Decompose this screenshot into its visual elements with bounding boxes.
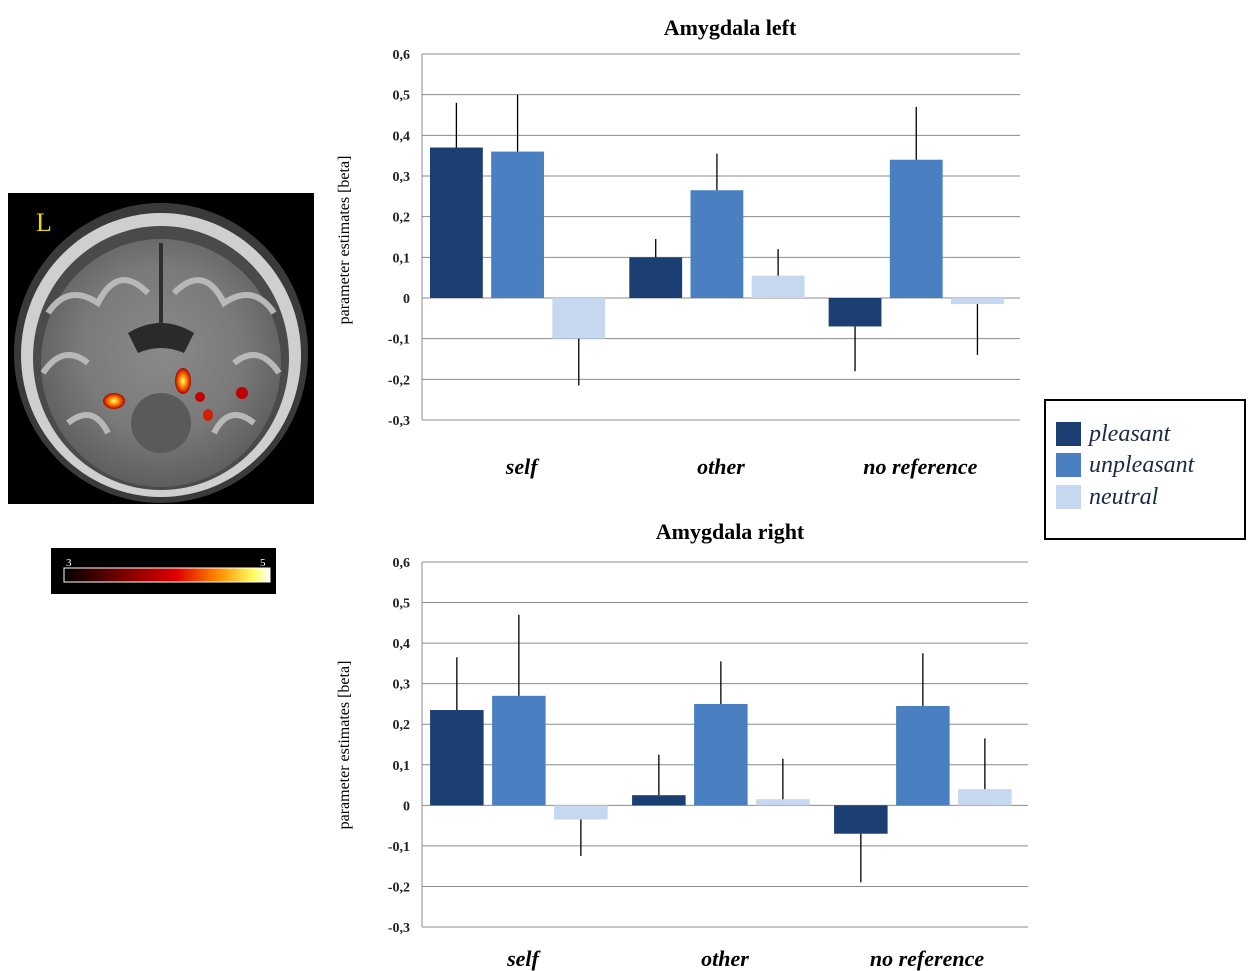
legend-label: neutral bbox=[1089, 483, 1159, 510]
y-tick-label: 0,4 bbox=[393, 129, 411, 144]
y-tick-label: 0,1 bbox=[393, 759, 411, 774]
legend-item-unpleasant: unpleasant bbox=[1056, 452, 1194, 478]
legend-swatch bbox=[1056, 485, 1081, 509]
orientation-label: L bbox=[36, 208, 52, 237]
y-tick-label: -0,1 bbox=[388, 840, 410, 855]
activation-cluster-lower bbox=[203, 409, 213, 421]
colorbar-drawing: 3 5 bbox=[63, 557, 271, 583]
legend-label: pleasant bbox=[1089, 420, 1171, 447]
brain-mri-drawing: L bbox=[14, 203, 308, 503]
y-tick-label: -0,2 bbox=[388, 373, 410, 388]
chart-title: Amygdala right bbox=[656, 519, 805, 544]
bar-unpleasant bbox=[492, 695, 546, 806]
bar-unpleasant bbox=[889, 159, 943, 298]
bar-neutral bbox=[951, 298, 1004, 305]
bar-unpleasant bbox=[690, 190, 744, 298]
y-tick-label: 0,5 bbox=[393, 89, 411, 104]
plot-area: 0,6 0,5 0,4 0,3 0,2 0,1 0 -0,1 -0,2 -0,3 self other… bbox=[388, 556, 1028, 971]
y-tick-label: 0,3 bbox=[393, 170, 411, 185]
y-tick-label: -0,1 bbox=[388, 333, 410, 348]
bar-pleasant bbox=[430, 710, 484, 806]
y-tick-label: 0,4 bbox=[393, 637, 411, 652]
colorbar-min-label: 3 bbox=[66, 557, 72, 569]
colorbar: 3 5 bbox=[51, 548, 276, 594]
plot-area: 0,6 0,5 0,4 0,3 0,2 0,1 0 -0,1 -0,2 -0,3 self other… bbox=[388, 48, 1020, 479]
y-axis-label: parameter estimates [beta] bbox=[336, 661, 353, 830]
y-tick-label: 0,2 bbox=[393, 211, 411, 226]
colorbar-gradient bbox=[63, 567, 271, 583]
activation-cluster-left bbox=[103, 393, 125, 409]
y-tick-label: 0,3 bbox=[393, 678, 411, 693]
y-axis-label: parameter estimates [beta] bbox=[336, 156, 353, 325]
bar-neutral bbox=[751, 275, 805, 298]
y-tick-label: 0 bbox=[403, 292, 410, 307]
bar-unpleasant bbox=[896, 705, 950, 806]
y-tick-label: 0 bbox=[403, 799, 410, 814]
x-category-label: other bbox=[701, 946, 749, 971]
y-tick-label: 0,6 bbox=[393, 48, 411, 63]
activation-cluster-right bbox=[236, 387, 248, 399]
y-tick-label: 0,2 bbox=[393, 718, 411, 733]
activation-cluster-small bbox=[195, 392, 205, 402]
bar-pleasant bbox=[629, 257, 683, 298]
x-category-label: no reference bbox=[863, 454, 977, 479]
y-tick-label: -0,2 bbox=[388, 880, 410, 895]
bar-neutral bbox=[756, 799, 810, 806]
ventricles bbox=[128, 323, 194, 353]
legend-swatch bbox=[1056, 453, 1081, 477]
legend-item-pleasant: pleasant bbox=[1056, 421, 1170, 447]
legend-swatch bbox=[1056, 422, 1081, 446]
brain-mri-image: L bbox=[8, 193, 314, 504]
legend: pleasant unpleasant neutral bbox=[1044, 399, 1246, 540]
x-category-label: no reference bbox=[870, 946, 984, 971]
x-category-label: self bbox=[505, 454, 540, 479]
y-tick-label: -0,3 bbox=[388, 921, 410, 936]
bar-pleasant bbox=[632, 795, 686, 806]
brainstem bbox=[131, 393, 191, 453]
y-tick-label: 0,6 bbox=[393, 556, 411, 571]
x-category-label: other bbox=[697, 454, 745, 479]
colorbar-max-label: 5 bbox=[260, 557, 266, 569]
y-tick-label: -0,3 bbox=[388, 414, 410, 429]
chart-title: Amygdala left bbox=[664, 15, 797, 40]
chart-amygdala-right: Amygdala right parameter estimates [beta… bbox=[336, 519, 1028, 971]
white-matter-folds bbox=[40, 277, 282, 435]
legend-item-neutral: neutral bbox=[1056, 484, 1158, 510]
bar-pleasant bbox=[429, 147, 483, 298]
y-tick-label: 0,1 bbox=[393, 251, 411, 266]
bar-neutral bbox=[958, 789, 1012, 806]
y-tick-label: 0,5 bbox=[393, 597, 411, 612]
bar-neutral bbox=[554, 805, 608, 820]
bar-pleasant bbox=[828, 298, 882, 327]
bar-unpleasant bbox=[491, 151, 544, 298]
chart-amygdala-left: Amygdala left parameter estimates [beta]… bbox=[336, 15, 1020, 479]
bar-pleasant bbox=[834, 805, 888, 834]
bar-unpleasant bbox=[694, 703, 748, 806]
bar-neutral bbox=[552, 298, 606, 339]
activation-cluster-center bbox=[175, 368, 191, 394]
legend-label: unpleasant bbox=[1089, 451, 1195, 478]
x-category-label: self bbox=[506, 946, 541, 971]
